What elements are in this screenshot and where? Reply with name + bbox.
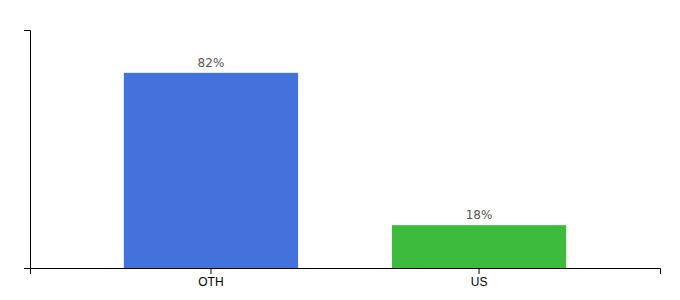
x-tick: OTH: [198, 268, 223, 289]
y-axis: [24, 31, 31, 269]
chart-svg: OTH US 82% 18%: [0, 0, 680, 300]
x-tick-mark: [479, 268, 480, 274]
data-label: 82%: [198, 56, 225, 70]
bars: [124, 73, 566, 268]
x-tick-label: OTH: [198, 275, 223, 289]
chart-container: OTH US 82% 18%: [0, 0, 680, 300]
data-labels: 82% 18%: [198, 56, 493, 222]
plot-area: OTH US 82% 18%: [24, 31, 661, 289]
bar: [124, 73, 298, 268]
data-label: 18%: [466, 208, 493, 222]
y-axis-line: [24, 31, 31, 269]
x-tick-mark: [210, 268, 211, 274]
x-tick: US: [471, 268, 488, 289]
x-axis: OTH US: [31, 268, 661, 289]
x-axis-line: [31, 269, 661, 275]
x-tick-label: US: [471, 275, 488, 289]
bar: [392, 225, 566, 268]
